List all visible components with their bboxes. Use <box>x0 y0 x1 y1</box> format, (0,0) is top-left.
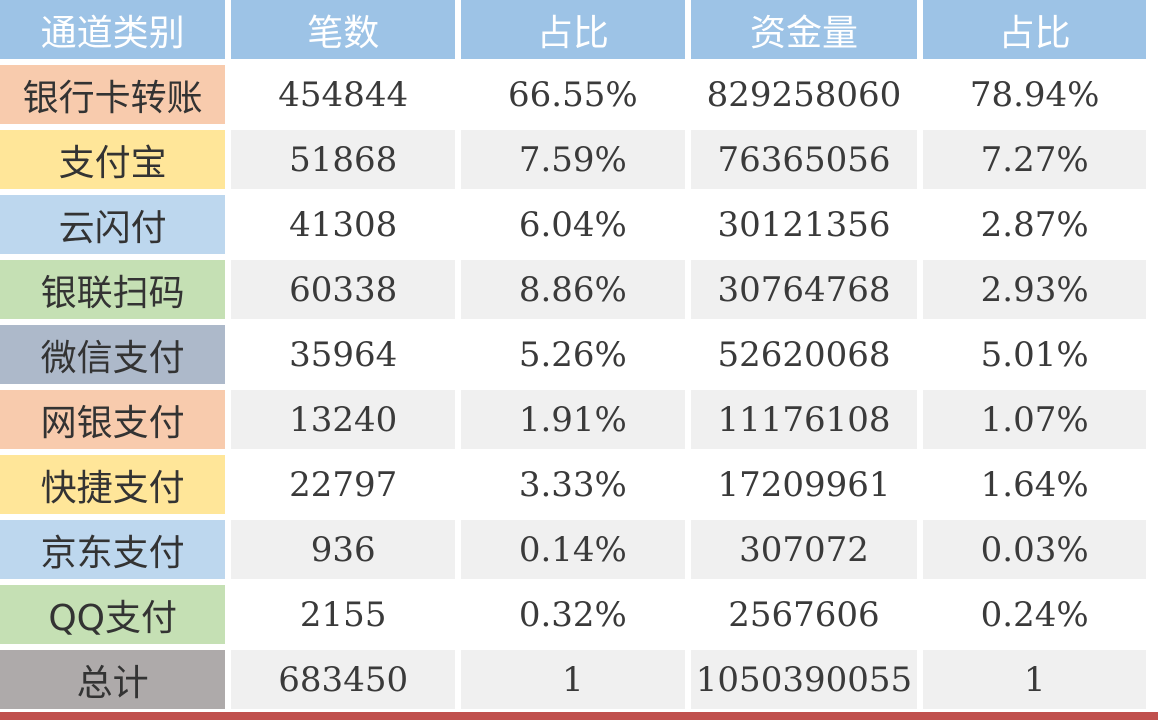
table-body: 银行卡转账 454844 66.55% 829258060 78.94% 支付宝 51868… <box>0 65 1146 709</box>
cell-count: 51868 <box>231 130 456 189</box>
table-row: 银行卡转账 454844 66.55% 829258060 78.94% <box>0 65 1146 124</box>
cell-amount-pct: 0.24% <box>923 585 1146 644</box>
header-row: 通道类别 笔数 占比 资金量 占比 <box>0 0 1146 59</box>
cell-count: 936 <box>231 520 456 579</box>
bottom-border-line <box>0 712 1158 720</box>
cell-count: 22797 <box>231 455 456 514</box>
header-amount: 资金量 <box>690 0 918 59</box>
cell-amount-pct: 1.64% <box>923 455 1146 514</box>
cell-amount: 1050390055 <box>690 650 918 709</box>
cell-amount-pct: 1.07% <box>923 390 1146 449</box>
cell-count-pct: 66.55% <box>461 65 685 124</box>
cell-amount: 2567606 <box>690 585 918 644</box>
cell-amount-pct: 78.94% <box>923 65 1146 124</box>
table-row: 云闪付 41308 6.04% 30121356 2.87% <box>0 195 1146 254</box>
cell-amount: 829258060 <box>690 65 918 124</box>
cell-count-pct: 6.04% <box>461 195 685 254</box>
cell-count: 2155 <box>231 585 456 644</box>
cell-amount: 17209961 <box>690 455 918 514</box>
cell-count-pct: 1.91% <box>461 390 685 449</box>
header-count: 笔数 <box>231 0 456 59</box>
cell-amount-pct: 1 <box>923 650 1146 709</box>
header-count-pct: 占比 <box>461 0 685 59</box>
cell-amount: 30121356 <box>690 195 918 254</box>
cell-count: 454844 <box>231 65 456 124</box>
cell-count: 683450 <box>231 650 456 709</box>
cell-category: 总计 <box>0 650 226 709</box>
cell-category: 银行卡转账 <box>0 65 226 124</box>
cell-amount-pct: 7.27% <box>923 130 1146 189</box>
cell-category: 京东支付 <box>0 520 226 579</box>
cell-amount: 76365056 <box>690 130 918 189</box>
cell-category: 云闪付 <box>0 195 226 254</box>
cell-amount-pct: 2.87% <box>923 195 1146 254</box>
cell-amount-pct: 2.93% <box>923 260 1146 319</box>
cell-count-pct: 3.33% <box>461 455 685 514</box>
cell-amount: 30764768 <box>690 260 918 319</box>
table-row: 支付宝 51868 7.59% 76365056 7.27% <box>0 130 1146 189</box>
cell-amount: 52620068 <box>690 325 918 384</box>
cell-count: 60338 <box>231 260 456 319</box>
cell-category: 银联扫码 <box>0 260 226 319</box>
cell-category: 快捷支付 <box>0 455 226 514</box>
table-row: QQ支付 2155 0.32% 2567606 0.24% <box>0 585 1146 644</box>
cell-count-pct: 0.14% <box>461 520 685 579</box>
table-row: 网银支付 13240 1.91% 11176108 1.07% <box>0 390 1146 449</box>
cell-count-pct: 5.26% <box>461 325 685 384</box>
cell-count: 41308 <box>231 195 456 254</box>
header-amount-pct: 占比 <box>923 0 1146 59</box>
cell-amount-pct: 5.01% <box>923 325 1146 384</box>
table-row: 微信支付 35964 5.26% 52620068 5.01% <box>0 325 1146 384</box>
cell-category: 支付宝 <box>0 130 226 189</box>
cell-count-pct: 7.59% <box>461 130 685 189</box>
cell-count: 13240 <box>231 390 456 449</box>
cell-category: QQ支付 <box>0 585 226 644</box>
cell-amount: 307072 <box>690 520 918 579</box>
table-row: 快捷支付 22797 3.33% 17209961 1.64% <box>0 455 1146 514</box>
table-row: 京东支付 936 0.14% 307072 0.03% <box>0 520 1146 579</box>
cell-count: 35964 <box>231 325 456 384</box>
cell-count-pct: 1 <box>461 650 685 709</box>
table-row: 总计 683450 1 1050390055 1 <box>0 650 1146 709</box>
cell-amount: 11176108 <box>690 390 918 449</box>
cell-count-pct: 8.86% <box>461 260 685 319</box>
table-row: 银联扫码 60338 8.86% 30764768 2.93% <box>0 260 1146 319</box>
cell-category: 网银支付 <box>0 390 226 449</box>
cell-count-pct: 0.32% <box>461 585 685 644</box>
header-category: 通道类别 <box>0 0 226 59</box>
cell-category: 微信支付 <box>0 325 226 384</box>
cell-amount-pct: 0.03% <box>923 520 1146 579</box>
